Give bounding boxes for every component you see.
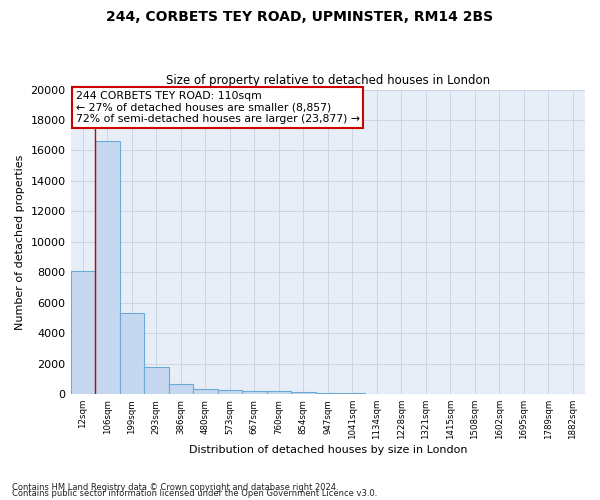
Bar [316,393,340,394]
Text: 244, CORBETS TEY ROAD, UPMINSTER, RM14 2BS: 244, CORBETS TEY ROAD, UPMINSTER, RM14 2… [106,10,494,24]
Bar [291,392,316,394]
Bar [71,271,95,394]
Bar [242,390,266,394]
Bar [95,142,119,394]
Text: 244 CORBETS TEY ROAD: 110sqm
← 27% of detached houses are smaller (8,857)
72% of: 244 CORBETS TEY ROAD: 110sqm ← 27% of de… [76,91,359,124]
Bar [266,391,291,394]
Bar [144,367,169,394]
Bar [119,314,144,394]
Bar [169,384,193,394]
Bar [193,389,218,394]
Bar [218,390,242,394]
Y-axis label: Number of detached properties: Number of detached properties [15,154,25,330]
X-axis label: Distribution of detached houses by size in London: Distribution of detached houses by size … [188,445,467,455]
Title: Size of property relative to detached houses in London: Size of property relative to detached ho… [166,74,490,87]
Text: Contains public sector information licensed under the Open Government Licence v3: Contains public sector information licen… [12,490,377,498]
Text: Contains HM Land Registry data © Crown copyright and database right 2024.: Contains HM Land Registry data © Crown c… [12,484,338,492]
